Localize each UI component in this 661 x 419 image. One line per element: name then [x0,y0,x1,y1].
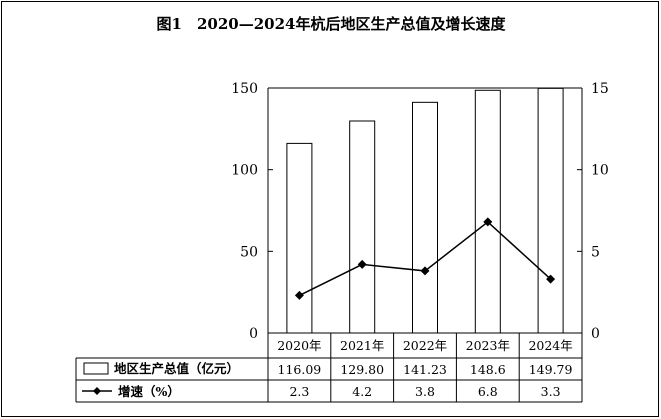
legend-bar-label: 地区生产总值（亿元） [114,361,239,376]
bar-gdp [537,87,564,334]
right-tick-label: 15 [591,81,609,97]
left-tick-label: 100 [231,163,258,179]
gdp-value-cell: 129.80 [340,362,384,377]
gdp-value-cell: 116.09 [278,362,322,377]
category-label: 2021年 [340,338,384,353]
growth-point [357,259,367,269]
growth-point [294,290,304,300]
legend-line-marker [93,387,101,395]
bar-gdp [474,89,501,334]
left-tick-label: 0 [249,326,258,342]
bar-gdp [349,120,376,334]
gdp-value-cell: 148.6 [470,362,506,377]
growth-value-cell: 3.8 [415,384,435,399]
growth-point [546,274,556,284]
left-tick-label: 150 [231,81,258,97]
growth-point [420,266,430,276]
growth-value-cell: 6.8 [478,384,498,399]
bar-gdp [412,101,438,334]
legend-line-label: 增速（%） [118,384,180,399]
growth-point [483,217,493,227]
chart-title: 图1 2020—2024年杭后地区生产总值及增长速度 [157,15,507,33]
category-label: 2020年 [277,338,321,353]
growth-value-cell: 4.2 [352,384,372,399]
category-label: 2024年 [528,338,572,353]
right-tick-label: 0 [591,326,600,342]
right-tick-label: 10 [591,163,609,179]
bar-gdp [286,142,313,334]
legend-bar-swatch [83,362,109,375]
gdp-value-cell: 141.23 [403,362,447,377]
left-tick-label: 50 [240,244,258,260]
right-tick-label: 5 [591,244,600,260]
growth-value-cell: 2.3 [289,384,309,399]
growth-value-cell: 3.3 [541,384,561,399]
category-label: 2022年 [403,338,447,353]
gdp-value-cell: 149.79 [529,362,573,377]
category-label: 2023年 [466,338,510,353]
